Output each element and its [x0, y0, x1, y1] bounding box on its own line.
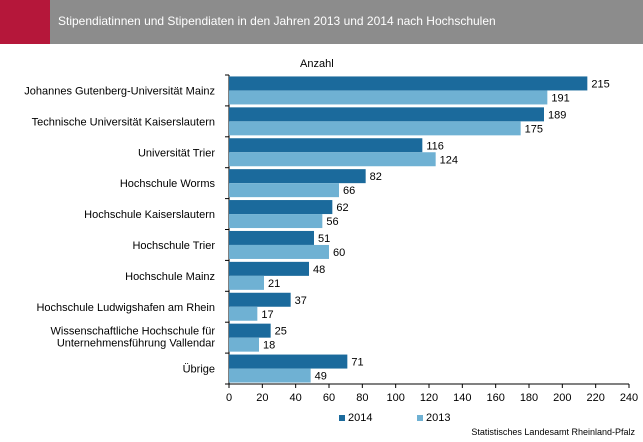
- category-label: Johannes Gutenberg-Universität Mainz: [24, 85, 215, 97]
- legend-label-2013: 2013: [426, 412, 451, 424]
- bar-2013: [229, 337, 259, 352]
- category-label: Technische Universität Kaiserslautern: [32, 116, 215, 128]
- data-label-2013: 18: [263, 340, 275, 352]
- bar-2014: [229, 76, 588, 91]
- bar-2013: [229, 244, 329, 259]
- data-label-2013: 56: [326, 216, 338, 228]
- data-label-2013: 191: [551, 92, 569, 104]
- data-label-2013: 60: [333, 247, 345, 259]
- bar-2013: [229, 121, 521, 136]
- bar-2014: [229, 323, 271, 338]
- legend-label-2014: 2014: [348, 412, 373, 424]
- source-note: Statistisches Landesamt Rheinland-Pfalz: [471, 427, 635, 437]
- bar-2013: [229, 152, 436, 167]
- data-label-2013: 175: [525, 123, 543, 135]
- data-label-2014: 37: [295, 295, 307, 307]
- bar-2013: [229, 214, 323, 229]
- data-label-2014: 25: [275, 326, 287, 338]
- bar-2013: [229, 368, 311, 383]
- x-tick-label: 120: [420, 392, 438, 404]
- data-label-2013: 17: [261, 309, 273, 321]
- data-label-2014: 82: [370, 171, 382, 183]
- category-label: Hochschule Kaiserslautern: [84, 209, 215, 221]
- accent-block: [0, 0, 50, 44]
- title-bar: Stipendiatinnen und Stipendiaten in den …: [0, 0, 643, 44]
- x-tick-label: 60: [323, 392, 335, 404]
- data-label-2014: 71: [351, 357, 363, 369]
- data-label-2013: 49: [315, 371, 327, 383]
- bar-2013: [229, 306, 258, 321]
- data-label-2013: 66: [343, 185, 355, 197]
- category-label: Hochschule Mainz: [125, 271, 215, 283]
- x-tick-label: 100: [386, 392, 404, 404]
- x-tick-label: 0: [226, 392, 232, 404]
- axis-unit-label: Anzahl: [300, 58, 334, 70]
- legend-swatch-2014: [339, 415, 345, 422]
- bar-2014: [229, 107, 544, 122]
- x-tick-label: 240: [620, 392, 638, 404]
- legend-item-2013: 2013: [417, 412, 450, 424]
- bar-2013: [229, 183, 339, 198]
- legend-swatch-2013: [417, 415, 423, 422]
- data-label-2014: 62: [336, 202, 348, 214]
- data-label-2014: 215: [591, 78, 609, 90]
- bar-2014: [229, 354, 348, 369]
- bar-2013: [229, 275, 264, 290]
- data-label-2013: 21: [268, 278, 280, 290]
- x-tick-label: 80: [356, 392, 368, 404]
- category-label: Universität Trier: [138, 147, 215, 159]
- bar-2014: [229, 230, 314, 245]
- x-tick-label: 40: [290, 392, 302, 404]
- x-tick-label: 200: [553, 392, 571, 404]
- data-label-2013: 124: [440, 154, 458, 166]
- category-label: Hochschule Worms: [120, 178, 216, 190]
- x-tick-label: 140: [453, 392, 471, 404]
- chart-title: Stipendiatinnen und Stipendiaten in den …: [58, 14, 496, 28]
- x-tick-label: 220: [586, 392, 604, 404]
- legend-item-2014: 2014: [339, 412, 372, 424]
- bar-2014: [229, 292, 291, 307]
- category-label: Wissenschaftliche Hochschule für Unterneh…: [51, 326, 216, 350]
- x-tick-label: 160: [486, 392, 504, 404]
- data-label-2014: 189: [548, 109, 566, 121]
- x-tick-label: 20: [256, 392, 268, 404]
- bar-2014: [229, 261, 309, 276]
- bar-2013: [229, 90, 548, 105]
- category-label: Hochschule Ludwigshafen am Rhein: [36, 302, 215, 314]
- bar-2014: [229, 138, 423, 153]
- x-tick-label: 180: [520, 392, 538, 404]
- category-label: Übrige: [183, 364, 215, 376]
- data-label-2014: 51: [318, 233, 330, 245]
- bar-2014: [229, 169, 366, 184]
- data-label-2014: 48: [313, 264, 325, 276]
- bar-2014: [229, 200, 333, 215]
- category-label: Hochschule Trier: [132, 240, 215, 252]
- data-label-2014: 116: [426, 140, 444, 152]
